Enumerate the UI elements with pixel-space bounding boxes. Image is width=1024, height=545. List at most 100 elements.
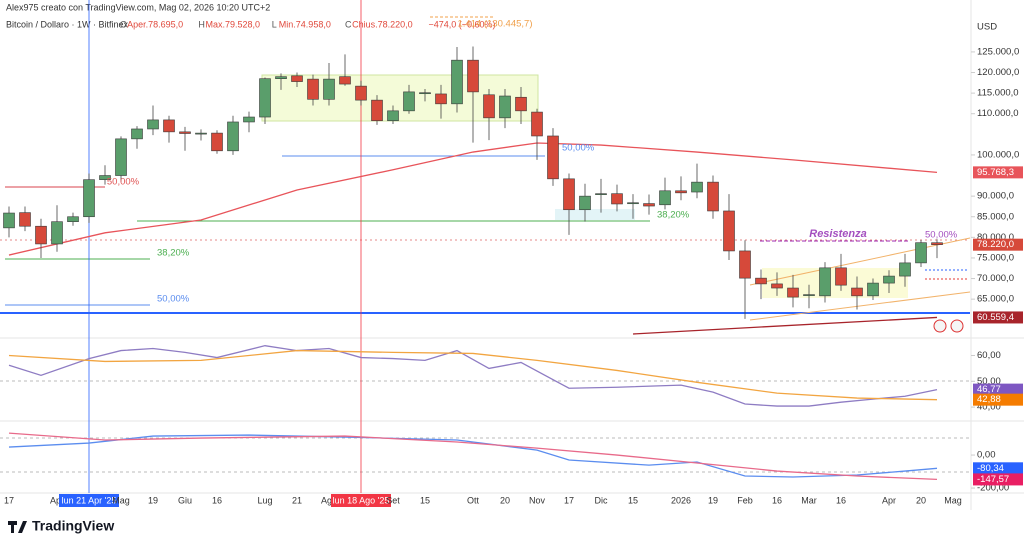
price-label-bg <box>973 238 1023 251</box>
crosshair-label: lun 21 Apr '25 <box>62 495 117 505</box>
candle-body <box>643 203 655 207</box>
x-tick-label: Mag <box>944 495 962 505</box>
candle-body <box>915 242 927 264</box>
crosshair-label-bg <box>59 494 119 507</box>
candle-body <box>387 110 399 122</box>
y-tick-label: 60,00 <box>977 350 1001 361</box>
candle-body <box>467 59 479 93</box>
candle-body <box>339 76 351 85</box>
price-label: -147,57 <box>977 474 1009 485</box>
price-label-bg <box>973 383 1023 396</box>
y-tick-label: 65.000,0 <box>977 294 1014 305</box>
annotation: Resistenza <box>809 228 866 240</box>
event-icon <box>933 319 947 333</box>
candle-body <box>371 99 383 122</box>
x-tick-label: Apr <box>50 495 64 505</box>
price-label: 78.220,0 <box>977 239 1014 250</box>
candle-body <box>515 96 527 112</box>
ohlc-item: L <box>272 19 277 29</box>
x-tick-label: 20 <box>916 495 926 505</box>
x-tick-label: Set <box>386 495 400 505</box>
moving-average <box>632 316 938 335</box>
candle-body <box>739 250 751 279</box>
candle-body <box>899 262 911 277</box>
candle-body <box>691 181 703 193</box>
candle-body <box>19 212 31 227</box>
candle-body <box>307 78 319 100</box>
indicator-line <box>8 434 938 478</box>
candle-body <box>547 135 559 180</box>
y-tick-label: 80.000,0 <box>977 232 1014 243</box>
candle-body <box>195 132 207 135</box>
candle-body <box>355 85 367 101</box>
candle-body <box>579 195 591 211</box>
annotation: 1.414 (130.445,7) <box>457 19 532 30</box>
x-tick-label: 16 <box>212 495 222 505</box>
candle-body <box>291 75 303 82</box>
price-label: 42,88 <box>977 394 1001 405</box>
x-tick-label: 16 <box>772 495 782 505</box>
candle-body <box>323 78 335 100</box>
indicator-line <box>8 345 938 407</box>
candle-body <box>419 92 431 95</box>
author-line: Alex975 creato con TradingView.com, Mag … <box>6 2 270 12</box>
price-label-bg <box>973 393 1023 406</box>
candle-body <box>595 193 607 195</box>
y-tick-label: 90.000,0 <box>977 191 1014 202</box>
candle-body <box>227 121 239 152</box>
candle-body <box>131 128 143 140</box>
y-tick-label: 75.000,0 <box>977 252 1014 263</box>
currency: USD <box>977 22 997 33</box>
indicator-line <box>8 432 938 481</box>
ohlc-item: Min.74.958,0 <box>279 19 331 29</box>
ohlc-item: Max.79.528,0 <box>206 19 261 29</box>
ohlc-item: O <box>120 19 127 29</box>
x-tick-label: 15 <box>420 495 430 505</box>
candle-body <box>867 282 879 297</box>
candle-body <box>787 287 799 298</box>
candle-body <box>611 193 623 205</box>
annotation: 38,20% <box>157 248 190 259</box>
candle-body <box>67 216 79 222</box>
candle-body <box>883 275 895 284</box>
x-tick-label: 21 <box>292 495 302 505</box>
x-tick-label: 19 <box>148 495 158 505</box>
candle-body <box>499 95 511 119</box>
annotation: 50,00% <box>562 143 595 154</box>
price-label-bg <box>973 462 1023 475</box>
ohlc-item: C <box>345 19 352 29</box>
candle-body <box>179 131 191 134</box>
candle-body <box>803 294 815 296</box>
candle-body <box>51 221 63 245</box>
candle-body <box>211 132 223 152</box>
candle-body <box>35 225 47 245</box>
price-label: -80,34 <box>977 463 1004 474</box>
candle-body <box>707 181 719 212</box>
logo-text: TradingView <box>32 518 114 534</box>
y-tick-label: 100.000,0 <box>977 149 1019 160</box>
channel-line <box>749 291 971 321</box>
y-tick-label: 115.000,0 <box>977 88 1019 99</box>
indicator-line <box>8 349 938 401</box>
y-tick-label: 120.000,0 <box>977 67 1019 78</box>
price-label-bg <box>973 311 1023 324</box>
candle-body <box>243 116 255 123</box>
y-tick-label: 125.000,0 <box>977 46 1019 57</box>
y-tick-label: 0,00 <box>977 450 996 461</box>
candle-body <box>83 179 95 218</box>
candle-body <box>723 210 735 252</box>
range-box <box>261 74 539 122</box>
drawings <box>0 0 1024 510</box>
x-tick-label: 17 <box>564 495 574 505</box>
x-tick-label: Dic <box>595 495 608 505</box>
x-tick-label: 17 <box>4 495 14 505</box>
candle-body <box>99 175 111 180</box>
y-tick-label: 50,00 <box>977 376 1001 387</box>
crosshair-label-bg <box>331 494 391 507</box>
candle-body <box>851 287 863 297</box>
ohlc-item: −474,0 (−0,60%) <box>429 19 496 29</box>
x-tick-label: Lug <box>257 495 272 505</box>
annotation: 38,20% <box>657 210 690 221</box>
x-tick-label: 19 <box>708 495 718 505</box>
